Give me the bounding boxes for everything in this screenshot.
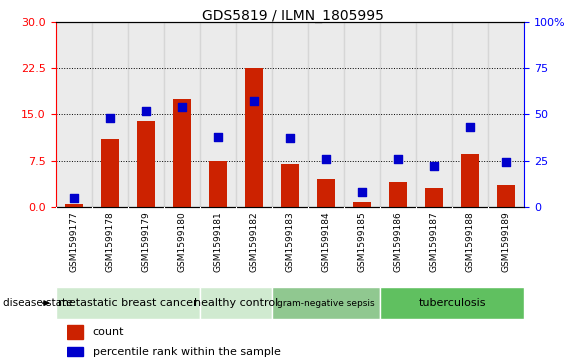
Bar (56, 22, 92, 207)
Bar (317, 179, 335, 207)
Bar (452, 22, 488, 207)
Bar (389, 182, 407, 207)
Point (502, 160, 511, 166)
Bar (425, 188, 444, 207)
Point (357, 189, 367, 195)
Text: GSM1599182: GSM1599182 (250, 211, 258, 272)
Text: GSM1599186: GSM1599186 (394, 211, 403, 272)
Bar (308, 22, 344, 207)
Bar (236, 22, 272, 207)
Bar (416, 22, 452, 207)
Text: percentile rank within the sample: percentile rank within the sample (93, 347, 281, 357)
Point (322, 156, 331, 162)
Bar (64, 204, 83, 207)
Point (177, 104, 186, 110)
Bar (272, 287, 380, 319)
Bar (200, 287, 272, 319)
Text: metastatic breast cancer: metastatic breast cancer (58, 298, 197, 308)
Bar (245, 68, 263, 207)
Point (105, 115, 114, 121)
Bar (164, 22, 200, 207)
Text: tuberculosis: tuberculosis (418, 298, 486, 308)
Text: healthy control: healthy control (194, 298, 278, 308)
Bar (92, 22, 128, 207)
Text: GSM1599178: GSM1599178 (105, 211, 114, 272)
Bar (56, 287, 200, 319)
Text: GSM1599184: GSM1599184 (322, 211, 331, 272)
Point (430, 163, 439, 169)
Bar (380, 287, 524, 319)
Bar (488, 22, 524, 207)
Bar (461, 155, 479, 207)
Bar (209, 160, 227, 207)
Text: GSM1599181: GSM1599181 (213, 211, 223, 272)
Bar (353, 202, 371, 207)
Text: GSM1599188: GSM1599188 (466, 211, 475, 272)
Bar (200, 22, 236, 207)
Bar (281, 164, 299, 207)
Bar (498, 185, 516, 207)
Text: disease state: disease state (3, 298, 73, 308)
Text: GSM1599180: GSM1599180 (178, 211, 186, 272)
Text: GSM1599177: GSM1599177 (69, 211, 78, 272)
Point (394, 156, 403, 162)
Text: GSM1599189: GSM1599189 (502, 211, 511, 272)
Bar (380, 22, 416, 207)
Bar (272, 22, 308, 207)
Bar (67, 325, 83, 339)
Bar (173, 99, 191, 207)
Text: count: count (93, 327, 124, 337)
Point (285, 135, 295, 141)
Bar (137, 121, 155, 207)
Text: GSM1599183: GSM1599183 (285, 211, 295, 272)
Bar (128, 22, 164, 207)
Text: GSM1599185: GSM1599185 (357, 211, 367, 272)
Text: GSM1599187: GSM1599187 (430, 211, 439, 272)
Point (466, 125, 475, 130)
Point (69, 195, 79, 200)
Bar (344, 22, 380, 207)
Point (249, 98, 258, 104)
Bar (101, 139, 119, 207)
Text: GSM1599179: GSM1599179 (141, 211, 151, 272)
Text: gram-negative sepsis: gram-negative sepsis (277, 299, 375, 307)
Bar (67, 347, 83, 356)
Point (141, 108, 151, 114)
Point (213, 134, 223, 139)
Text: GDS5819 / ILMN_1805995: GDS5819 / ILMN_1805995 (202, 9, 384, 23)
